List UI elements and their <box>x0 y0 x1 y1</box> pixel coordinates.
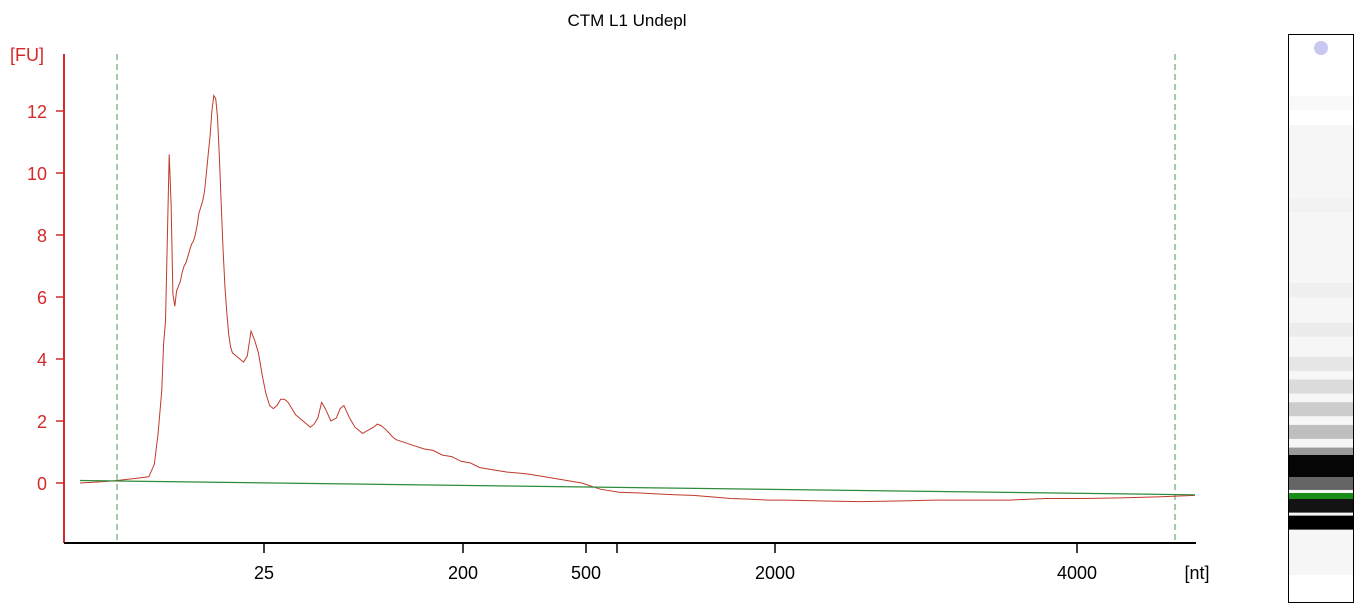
baseline-trace <box>79 479 1196 496</box>
x-tick-label: 2000 <box>755 563 795 583</box>
gel-image <box>1289 41 1353 575</box>
y-tick-label: 10 <box>27 164 47 184</box>
y-tick-label: 2 <box>37 412 47 432</box>
gel-band <box>1289 515 1353 530</box>
x-axis-label: [nt] <box>1184 563 1209 583</box>
electropherogram-chart: CTM L1 Undepl [FU] 0 2 4 6 8 10 12 25 200 500 2000 4… <box>10 11 1210 583</box>
gel-band <box>1289 379 1353 394</box>
chart-title: CTM L1 Undepl <box>567 11 686 30</box>
axes: [FU] 0 2 4 6 8 10 12 25 200 500 2000 4000 [nt] <box>10 45 1210 583</box>
gel-band <box>1289 322 1353 337</box>
y-tick-label: 12 <box>27 102 47 122</box>
plot-area <box>79 94 1196 503</box>
gel-lane <box>1288 34 1354 603</box>
gel-band <box>1289 283 1353 298</box>
gel-band <box>1289 475 1353 490</box>
y-axis-label: [FU] <box>10 45 44 65</box>
signal-trace <box>79 94 1196 503</box>
gel-band <box>1289 198 1353 213</box>
x-tick-label: 500 <box>571 563 601 583</box>
gel-spot <box>1314 41 1328 55</box>
gel-band-main <box>1289 455 1353 477</box>
gel-band <box>1289 356 1353 371</box>
gel-band <box>1289 402 1353 417</box>
gel-band <box>1289 424 1353 439</box>
gel-band <box>1289 96 1353 111</box>
x-tick-label: 200 <box>448 563 478 583</box>
y-tick-label: 6 <box>37 288 47 308</box>
gel-band <box>1289 498 1353 513</box>
y-tick-label: 4 <box>37 350 47 370</box>
y-tick-label: 0 <box>37 474 47 494</box>
x-tick-label: 25 <box>254 563 274 583</box>
gel-marker-band <box>1289 493 1353 499</box>
x-tick-label: 4000 <box>1057 563 1097 583</box>
y-tick-label: 8 <box>37 226 47 246</box>
